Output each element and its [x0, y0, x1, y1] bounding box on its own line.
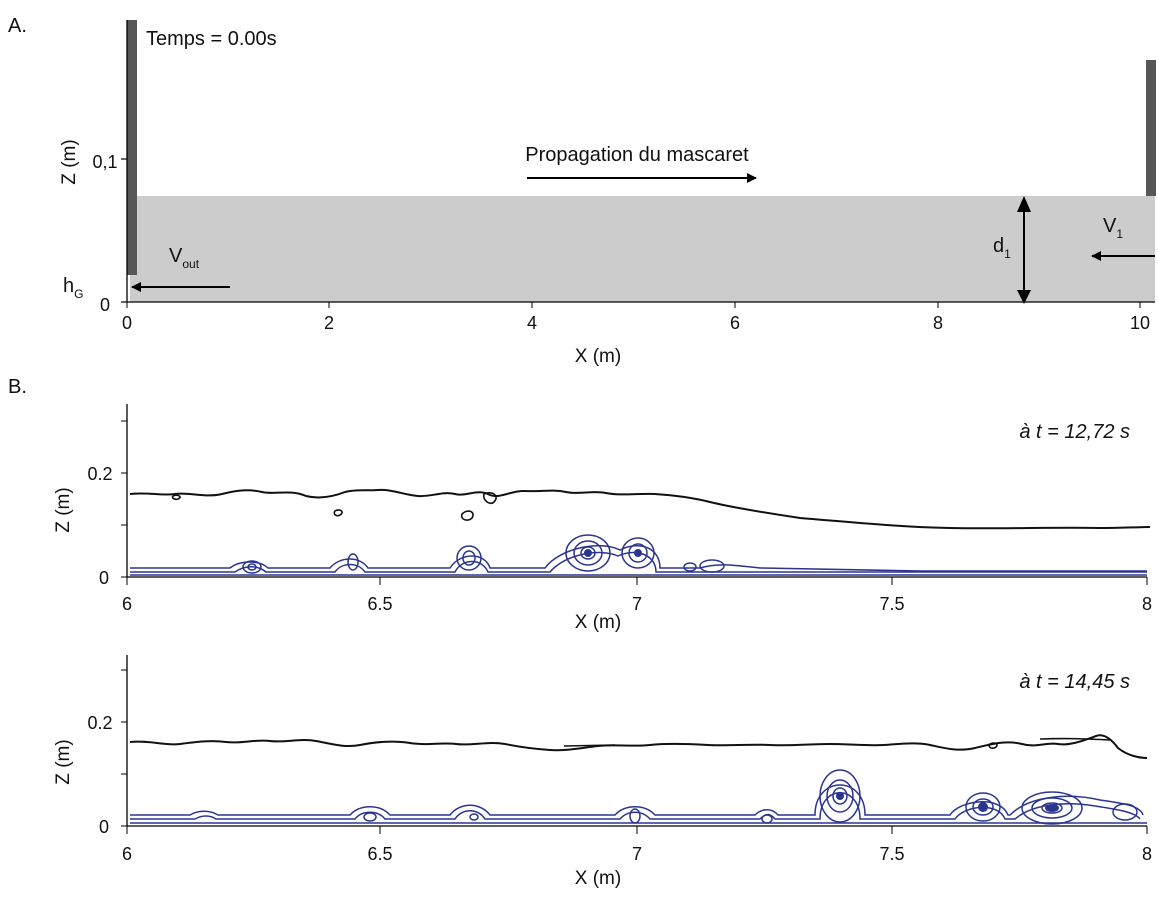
chart1-ytick-label: 0: [99, 568, 109, 588]
panel-a-xtick-label: 6: [730, 313, 740, 333]
chart1-y-axis-label: Z (m): [53, 487, 74, 532]
chart2-xtick-label: 7: [632, 844, 642, 864]
panel-a-ytick-0: 0: [100, 295, 110, 315]
chart-t1272: 0 0.2 6 6.5 7 7.5 8 X (m) Z (m) à t = 12…: [53, 404, 1152, 633]
chart1-foam-blob: [460, 510, 474, 521]
time-label: Temps = 0.00s: [146, 28, 277, 50]
chart2-xtick-label: 6.5: [367, 844, 392, 864]
chart2-vortex-core: [836, 792, 844, 800]
chart1-vortex-core: [634, 549, 642, 557]
chart1-xtick-label: 7.5: [879, 594, 904, 614]
chart2-streamlines: [130, 769, 1147, 825]
chart1-ytick-label: 0.2: [87, 464, 112, 484]
right-wall: [1146, 60, 1156, 196]
chart2-y-axis-label: Z (m): [53, 739, 74, 784]
propagation-label: Propagation du mascaret: [525, 144, 749, 166]
chart1-x-axis-label: X (m): [575, 612, 621, 633]
chart1-xtick-label: 6.5: [367, 594, 392, 614]
chart2-xtick-label: 6: [122, 844, 132, 864]
panel-a-x-axis-label: X (m): [575, 346, 621, 367]
panel-a-xticks: 0 2 4 6 8 10: [122, 302, 1150, 333]
chart1-xtick-label: 6: [122, 594, 132, 614]
d1-label: d1: [993, 235, 1011, 261]
panel-a-xtick-label: 0: [122, 313, 132, 333]
panel-a: A. 0 0,1 0 2 4 6 8 10 X (m): [8, 15, 1156, 367]
chart1-free-surface: [129, 488, 1151, 530]
panel-a-ytick-1: 0,1: [92, 152, 117, 172]
panel-a-label: A.: [8, 15, 27, 37]
chart1-time-label: à t = 12,72 s: [1019, 421, 1130, 443]
chart2-vortex-core: [1045, 804, 1059, 812]
chart1-foam-blob: [171, 494, 181, 501]
chart1-vortex-core: [584, 549, 592, 557]
chart2-xtick-label: 8: [1142, 844, 1152, 864]
chart2-free-surface: [129, 734, 1148, 759]
hg-label: hG: [63, 275, 83, 301]
left-gate-wall: [127, 20, 137, 275]
chart1-streamlines: [130, 534, 1147, 576]
panel-a-xtick-label: 8: [933, 313, 943, 333]
chart1-foam-blob: [482, 491, 497, 505]
chart2-xtick-label: 7.5: [879, 844, 904, 864]
chart1-foam-blob: [333, 509, 343, 517]
panel-a-xtick-label: 10: [1130, 313, 1150, 333]
panel-a-y-axis-label: Z (m): [59, 139, 80, 184]
panel-a-xtick-label: 4: [527, 313, 537, 333]
vout-label: Vout: [169, 245, 200, 271]
panel-a-xtick-label: 2: [324, 313, 334, 333]
panel-b-label: B.: [8, 376, 27, 398]
chart2-ytick-label: 0.2: [87, 713, 112, 733]
chart-t1445: 0 0.2 6 6.5 7 7.5 8 X (m) Z (m) à t = 14…: [53, 655, 1152, 889]
chart2-ytick-label: 0: [99, 817, 109, 837]
chart1-xtick-label: 8: [1142, 594, 1152, 614]
v1-label: V1: [1103, 215, 1123, 241]
chart2-vortex-core: [978, 802, 988, 812]
water-region: [130, 196, 1155, 302]
chart1-xtick-label: 7: [632, 594, 642, 614]
chart2-x-axis-label: X (m): [575, 868, 621, 889]
chart2-foam-blob: [988, 742, 998, 749]
chart2-time-label: à t = 14,45 s: [1019, 671, 1130, 693]
